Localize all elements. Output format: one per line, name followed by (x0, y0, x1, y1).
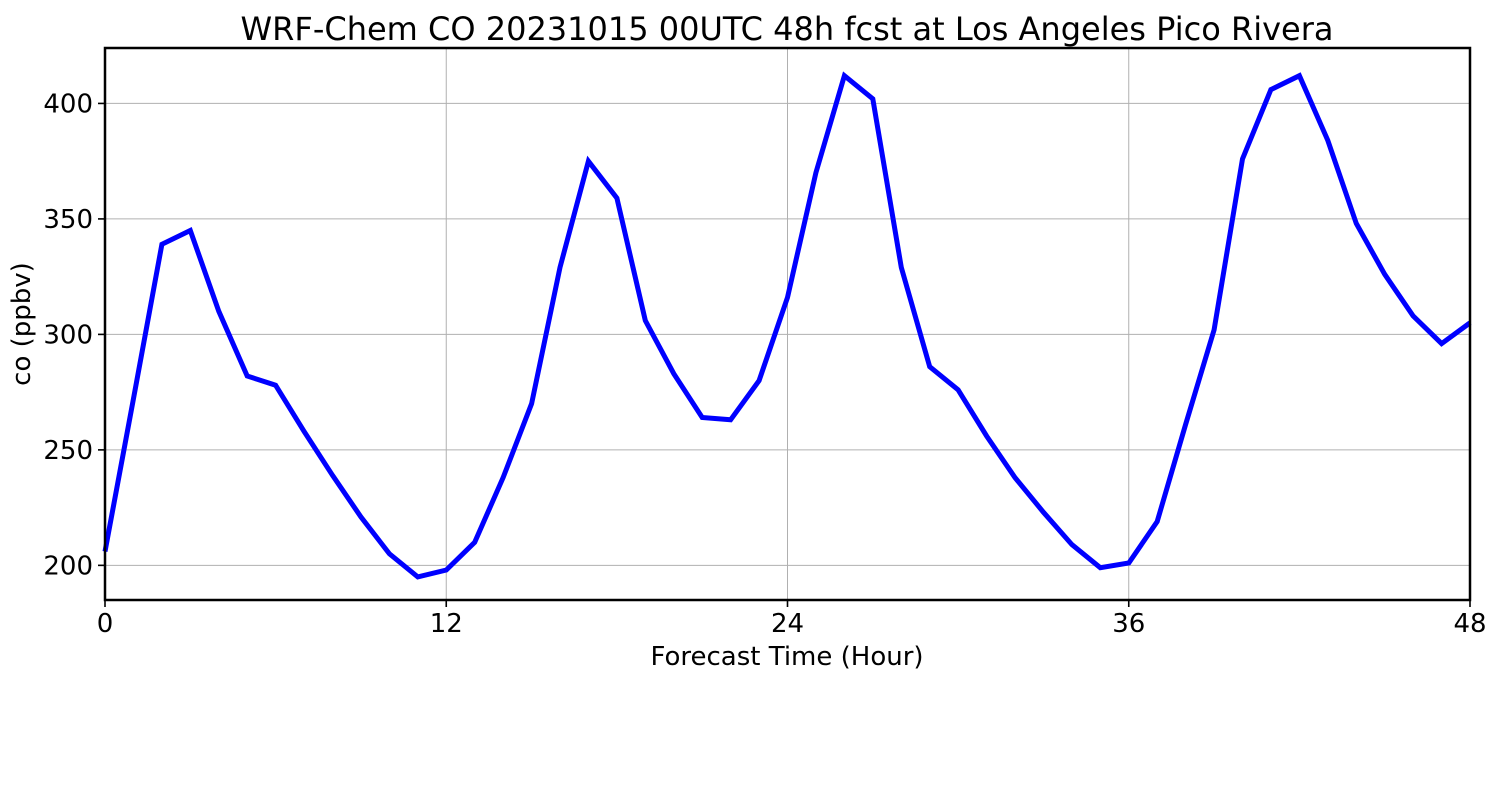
x-tick-label: 24 (771, 609, 804, 639)
y-tick-label: 400 (43, 89, 93, 119)
y-tick-label: 200 (43, 551, 93, 581)
axis-ticks: 0 12 24 36 48 200 250 300 350 400 (43, 89, 1486, 639)
x-axis-label: Forecast Time (Hour) (650, 642, 923, 672)
x-tick-label: 48 (1453, 609, 1486, 639)
x-tick-label: 12 (430, 609, 463, 639)
x-tick-label: 0 (97, 609, 114, 639)
co-series-line (102, 71, 1472, 580)
grid-lines (104, 48, 1471, 600)
chart-title: WRF-Chem CO 20231015 00UTC 48h fcst at L… (241, 10, 1334, 48)
y-axis-label: co (ppbv) (7, 262, 37, 386)
y-tick-label: 300 (43, 320, 93, 350)
y-tick-label: 250 (43, 436, 93, 466)
y-tick-label: 350 (43, 205, 93, 235)
x-tick-label: 36 (1112, 609, 1145, 639)
data-series (102, 71, 1472, 580)
